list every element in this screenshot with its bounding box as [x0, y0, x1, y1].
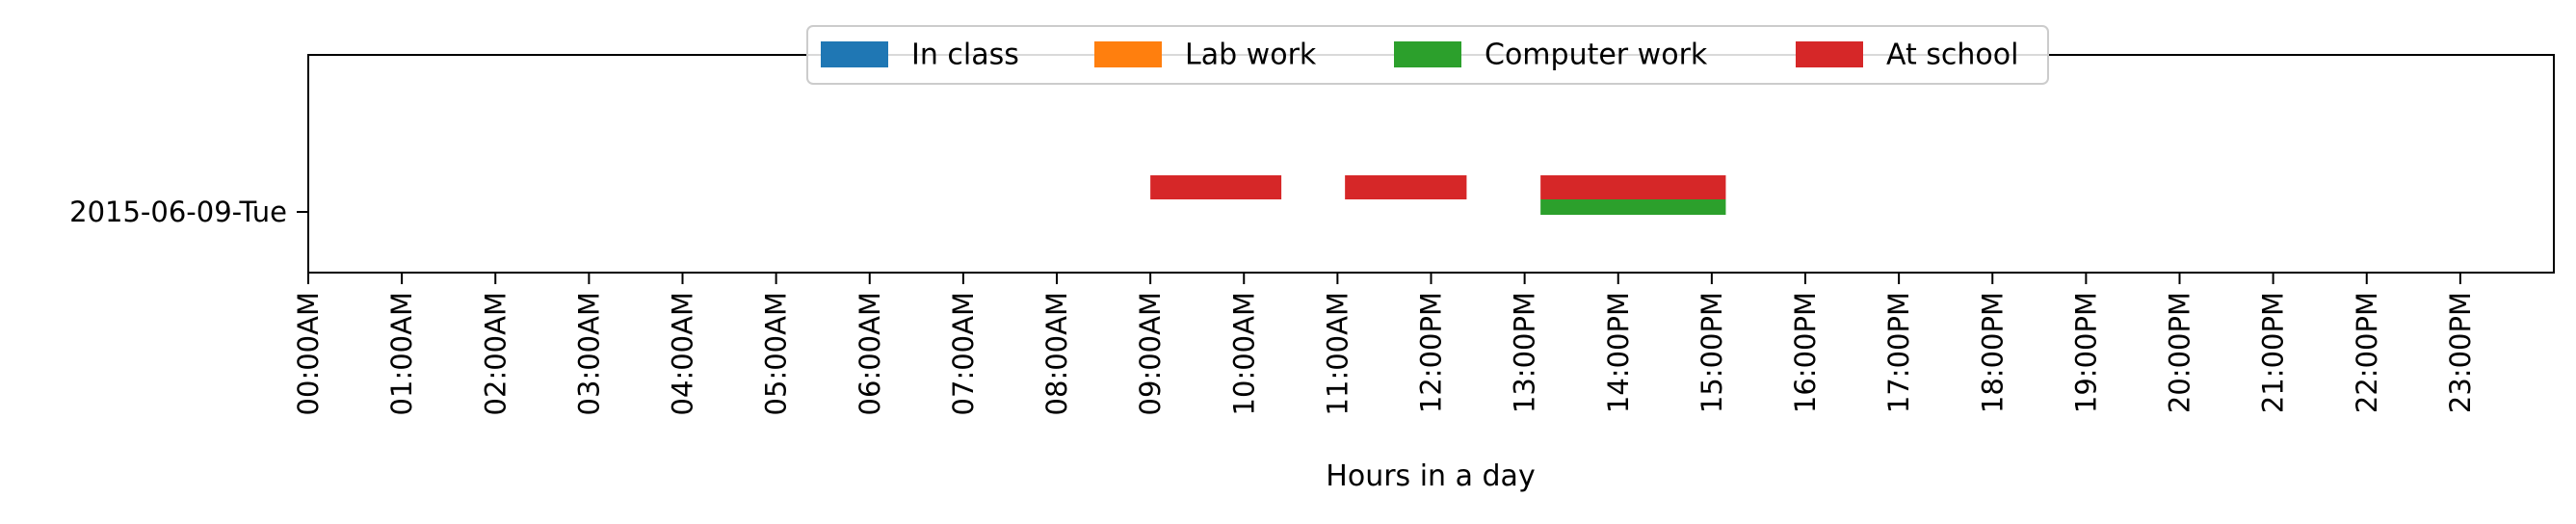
x-tick-label: 22:00PM — [2351, 292, 2383, 413]
legend-swatch — [1796, 41, 1863, 67]
x-tick-label: 02:00AM — [479, 292, 512, 415]
x-tick-label: 11:00AM — [1321, 292, 1354, 415]
legend-label: Computer work — [1485, 39, 1708, 72]
legend-swatch — [1094, 41, 1162, 67]
x-tick-label: 05:00AM — [760, 292, 793, 415]
x-tick-label: 10:00AM — [1227, 292, 1260, 415]
x-tick-label: 17:00PM — [1882, 292, 1915, 413]
y-axis-categories: 2015-06-09-Tue — [69, 196, 308, 228]
x-tick-label: 14:00PM — [1602, 292, 1635, 413]
x-tick-label: 23:00PM — [2444, 292, 2477, 413]
x-tick-label: 06:00AM — [854, 292, 886, 415]
x-tick-label: 19:00PM — [2069, 292, 2102, 413]
bars-layer — [1150, 175, 1726, 215]
legend-label: Lab work — [1185, 39, 1317, 72]
x-tick-label: 16:00PM — [1789, 292, 1822, 413]
x-tick-label: 00:00AM — [292, 292, 325, 415]
x-tick-label: 18:00PM — [1976, 292, 2009, 413]
x-tick-label: 12:00PM — [1415, 292, 1448, 413]
y-category-label: 2015-06-09-Tue — [69, 196, 287, 228]
x-axis-title: Hours in a day — [1326, 459, 1535, 493]
legend-label: At school — [1886, 39, 2018, 72]
legend-swatch — [1394, 41, 1461, 67]
bar-at-school — [1345, 175, 1467, 199]
bar-computer-work — [1540, 199, 1726, 215]
x-tick-label: 21:00PM — [2257, 292, 2290, 413]
x-tick-label: 03:00AM — [572, 292, 605, 415]
plot-frame — [307, 54, 2555, 274]
legend-label: In class — [911, 39, 1019, 72]
x-tick-label: 01:00AM — [385, 292, 418, 415]
x-tick-label: 20:00PM — [2164, 292, 2196, 413]
legend-swatch — [821, 41, 888, 67]
x-tick-label: 13:00PM — [1509, 292, 1541, 413]
x-tick-label: 07:00AM — [947, 292, 980, 415]
x-axis-ticks: 00:00AM 01:00AM 02:00AM 03:00AM 04:00AM 05:00… — [292, 273, 2477, 415]
x-tick-label: 15:00PM — [1695, 292, 1728, 413]
bar-at-school — [1150, 175, 1282, 199]
x-tick-label: 04:00AM — [667, 292, 699, 415]
legend: In class Lab work Computer work At school — [806, 25, 2049, 85]
bar-at-school — [1540, 175, 1726, 199]
x-tick-label: 08:00AM — [1040, 292, 1073, 415]
x-tick-label: 09:00AM — [1134, 292, 1167, 415]
